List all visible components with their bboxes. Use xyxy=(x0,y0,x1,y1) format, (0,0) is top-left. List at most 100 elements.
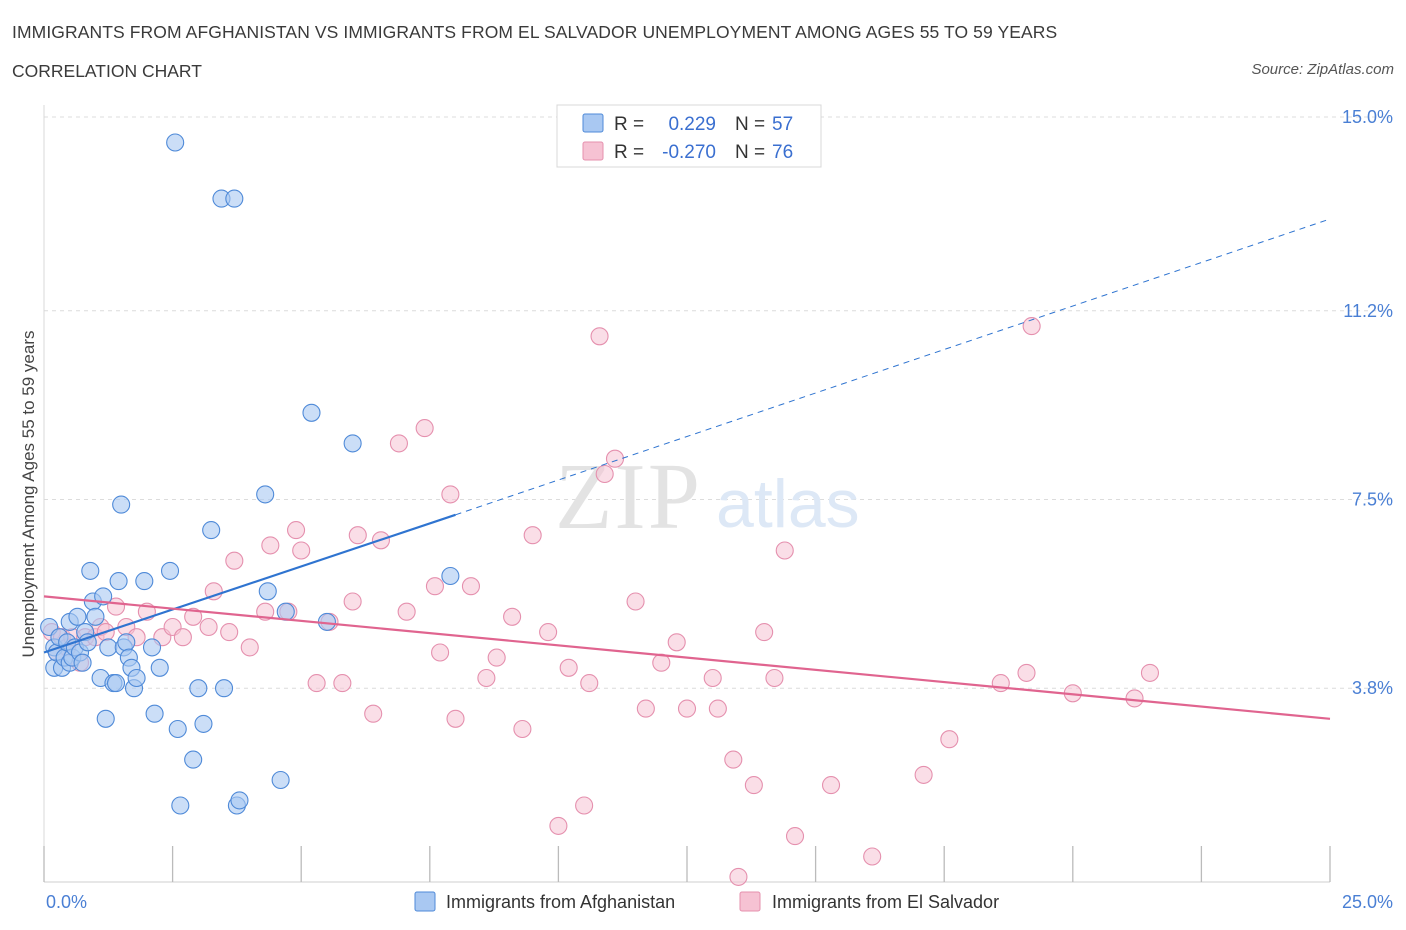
elsalvador-point xyxy=(225,551,244,570)
afghanistan-point xyxy=(168,719,187,739)
afghanistan-point xyxy=(230,791,249,810)
elsalvador-point xyxy=(539,623,558,642)
grid-lines xyxy=(44,116,1390,689)
stats-legend-n-value-1: 57 xyxy=(772,114,793,135)
elsalvador-point xyxy=(348,526,367,545)
elsalvador-point xyxy=(333,674,352,693)
afghanistan-trend-line xyxy=(43,513,456,654)
elsalvador-point xyxy=(1017,663,1036,682)
elsalvador-point xyxy=(765,668,784,688)
elsalvador-point xyxy=(446,709,465,728)
afghanistan-point xyxy=(127,668,146,688)
y-tick-label: 3.8% xyxy=(1352,678,1393,698)
chart-subtitle: CORRELATION CHART xyxy=(12,61,202,81)
bottom-legend-label-afghanistan: Immigrants from Afghanistan xyxy=(446,892,675,912)
stats-legend-r-value-1: 0.229 xyxy=(668,114,716,135)
elsalvador-point xyxy=(431,643,450,662)
afghanistan-point xyxy=(135,572,154,591)
bottom-legend: Immigrants from Afghanistan Immigrants f… xyxy=(414,891,999,912)
afghanistan-point xyxy=(106,674,126,693)
afghanistan-point xyxy=(96,709,115,728)
afghanistan-point xyxy=(81,561,100,580)
elsalvador-point xyxy=(605,449,625,468)
y-axis-title: Unemployment Among Ages 55 to 59 years xyxy=(19,331,38,658)
elsalvador-point xyxy=(389,434,408,453)
stats-legend-n-value-2: 76 xyxy=(772,142,793,163)
elsalvador-point xyxy=(724,750,743,769)
afghanistan-point xyxy=(184,750,203,769)
y-tick-labels: 3.8% 7.5% 11.2% 15.0% xyxy=(1342,107,1393,698)
trend-lines xyxy=(43,218,1331,720)
afghanistan-point xyxy=(99,638,118,657)
elsalvador-point xyxy=(775,541,794,560)
afghanistan-point xyxy=(78,633,97,652)
stats-legend-swatch-afghanistan xyxy=(582,113,604,133)
x-tick-label: 0.0% xyxy=(46,892,87,912)
elsalvador-point xyxy=(240,638,259,657)
stats-legend-n-label-1: N = xyxy=(735,114,765,135)
y-tick-label: 11.2% xyxy=(1343,301,1393,321)
series-afghanistan-points xyxy=(40,133,460,815)
elsalvador-point xyxy=(580,674,599,693)
stats-legend-r-value-2: -0.270 xyxy=(662,142,716,163)
elsalvador-point xyxy=(415,419,434,438)
elsalvador-point xyxy=(755,623,774,642)
afghanistan-point xyxy=(112,495,131,514)
afghanistan-point xyxy=(166,133,185,152)
elsalvador-point xyxy=(940,730,959,749)
elsalvador-point xyxy=(785,827,805,846)
elsalvador-point xyxy=(703,668,722,688)
afghanistan-point xyxy=(302,403,321,422)
elsalvador-point xyxy=(821,776,841,795)
elsalvador-point xyxy=(173,628,192,647)
y-tick-label: 7.5% xyxy=(1352,490,1393,510)
elsalvador-point xyxy=(364,704,383,723)
watermark-atlas: atlas xyxy=(716,466,860,542)
watermark-zip: ZIP xyxy=(555,445,702,549)
afghanistan-point xyxy=(258,582,277,601)
elsalvador-point xyxy=(220,623,239,642)
afghanistan-point xyxy=(73,653,92,672)
afghanistan-point xyxy=(189,679,208,698)
afghanistan-point xyxy=(68,607,87,626)
afghanistan-point xyxy=(271,770,290,790)
elsalvador-point xyxy=(199,617,218,637)
x-tick-labels: 0.0% 25.0% xyxy=(46,892,1393,912)
elsalvador-point xyxy=(667,633,686,652)
elsalvador-point xyxy=(744,776,763,795)
afghanistan-point xyxy=(225,189,244,208)
elsalvador-point xyxy=(590,327,609,346)
elsalvador-point xyxy=(397,602,416,621)
elsalvador-point xyxy=(626,592,645,611)
elsalvador-point xyxy=(636,699,655,718)
elsalvador-point xyxy=(559,658,578,677)
stats-legend-n-label-2: N = xyxy=(735,142,765,163)
elsalvador-point xyxy=(461,577,481,596)
elsalvador-point xyxy=(549,816,568,835)
afghanistan-point xyxy=(343,434,362,453)
elsalvador-point xyxy=(441,485,460,504)
elsalvador-point xyxy=(487,648,506,667)
stats-legend-r-label-1: R = xyxy=(614,114,644,135)
afghanistan-point xyxy=(145,704,164,723)
afghanistan-point xyxy=(142,638,162,657)
bottom-legend-label-elsalvador: Immigrants from El Salvador xyxy=(772,892,999,912)
elsalvador-point xyxy=(677,699,697,718)
series-elsalvador-points xyxy=(42,317,1160,886)
elsalvador-point xyxy=(287,521,306,540)
elsalvador-point xyxy=(595,464,614,484)
elsalvador-point xyxy=(513,719,532,739)
afghanistan-point xyxy=(160,561,180,580)
afghanistan-point xyxy=(276,602,295,621)
x-tick-label: 25.0% xyxy=(1342,892,1393,912)
y-tick-label: 15.0% xyxy=(1342,107,1393,127)
elsalvador-point xyxy=(729,867,748,886)
afghanistan-point xyxy=(256,485,275,504)
elsalvador-point xyxy=(523,526,542,545)
elsalvador-point xyxy=(863,847,882,866)
afghanistan-point xyxy=(214,679,234,698)
elsalvador-point xyxy=(1140,663,1160,682)
afghanistan-trend-extension xyxy=(455,218,1331,516)
afghanistan-point xyxy=(109,572,128,591)
